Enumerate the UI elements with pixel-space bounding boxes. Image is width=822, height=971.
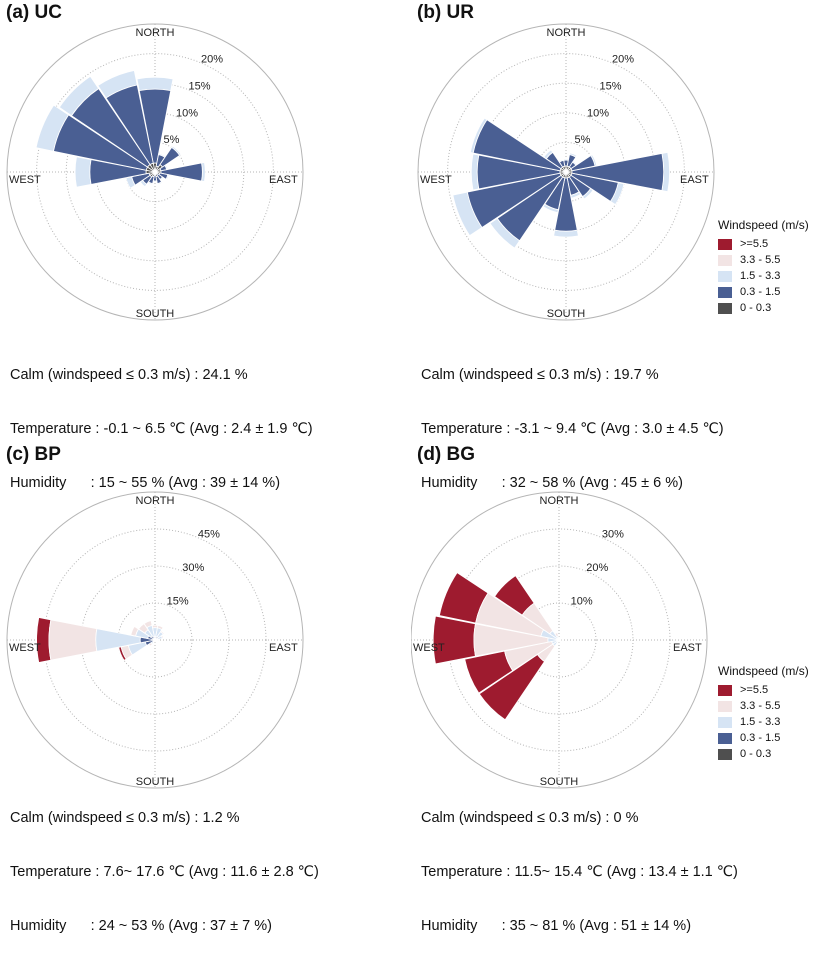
legend-label: 0.3 - 1.5 — [740, 286, 780, 298]
legend-item: 0 - 0.3 — [718, 300, 809, 316]
legend-title: Windspeed (m/s) — [718, 218, 809, 232]
wind-rose-uc: 5% 10% 15% 20% NORTH SOUTH EAST WEST — [0, 0, 411, 330]
ring-label: 5% — [575, 134, 591, 146]
legend-swatch — [718, 239, 732, 250]
stats-block: Calm (windspeed ≤ 0.3 m/s) : 1.2 % Tempe… — [10, 773, 319, 971]
direction-label-west: WEST — [413, 642, 445, 654]
legend-swatch — [718, 287, 732, 298]
legend-item: 3.3 - 5.5 — [718, 252, 809, 268]
calm-text: Calm (windspeed ≤ 0.3 m/s) : 1.2 % — [10, 809, 319, 827]
ring-label: 10% — [587, 107, 609, 119]
legend-swatch — [718, 303, 732, 314]
legend-item: 0 - 0.3 — [718, 746, 809, 762]
legend-label: 3.3 - 5.5 — [740, 254, 780, 266]
legend-label: 1.5 - 3.3 — [740, 716, 780, 728]
humidity-text: Humidity : 35 ~ 81 % (Avg : 51 ± 14 %) — [421, 917, 738, 935]
ring-label: 20% — [612, 54, 634, 66]
legend-item: 3.3 - 5.5 — [718, 698, 809, 714]
legend-label: 3.3 - 5.5 — [740, 700, 780, 712]
legend-bottom: Windspeed (m/s) >=5.5 3.3 - 5.5 1.5 - 3.… — [718, 664, 809, 762]
legend-swatch — [718, 733, 732, 744]
direction-label-north: NORTH — [547, 27, 586, 39]
legend-label: >=5.5 — [740, 684, 768, 696]
rose-sector — [49, 620, 97, 660]
legend-swatch — [718, 255, 732, 266]
ring-label: 15% — [600, 81, 622, 93]
ring-label: 20% — [201, 54, 223, 66]
rose-sector — [75, 157, 91, 187]
legend-label: >=5.5 — [740, 238, 768, 250]
legend-item: 1.5 - 3.3 — [718, 268, 809, 284]
ring-label: 30% — [602, 528, 624, 540]
calm-text: Calm (windspeed ≤ 0.3 m/s) : 19.7 % — [421, 366, 724, 384]
legend-label: 0.3 - 1.5 — [740, 732, 780, 744]
legend-swatch — [718, 685, 732, 696]
humidity-text: Humidity : 24 ~ 53 % (Avg : 37 ± 7 %) — [10, 917, 319, 935]
legend-swatch — [718, 717, 732, 728]
direction-label-east: EAST — [673, 642, 702, 654]
ring-label: 20% — [586, 562, 608, 574]
ring-label: 15% — [189, 81, 211, 93]
calm-text: Calm (windspeed ≤ 0.3 m/s) : 0 % — [421, 809, 738, 827]
ring-label: 30% — [182, 562, 204, 574]
direction-label-west: WEST — [420, 174, 452, 186]
direction-label-east: EAST — [269, 642, 298, 654]
legend-top: Windspeed (m/s) >=5.5 3.3 - 5.5 1.5 - 3.… — [718, 218, 809, 316]
stats-block: Calm (windspeed ≤ 0.3 m/s) : 0 % Tempera… — [421, 773, 738, 971]
direction-label-east: EAST — [269, 174, 298, 186]
direction-label-west: WEST — [9, 174, 41, 186]
temperature-text: Temperature : 7.6~ 17.6 ℃ (Avg : 11.6 ± … — [10, 863, 319, 881]
direction-label-south: SOUTH — [136, 308, 175, 320]
legend-swatch — [718, 701, 732, 712]
rose-sector — [433, 616, 475, 664]
legend-title: Windspeed (m/s) — [718, 664, 809, 678]
ring-label: 5% — [164, 134, 180, 146]
legend-item: 0.3 - 1.5 — [718, 730, 809, 746]
legend-item: 1.5 - 3.3 — [718, 714, 809, 730]
direction-label-north: NORTH — [540, 495, 579, 507]
direction-label-south: SOUTH — [547, 308, 586, 320]
direction-label-east: EAST — [680, 174, 709, 186]
calm-text: Calm (windspeed ≤ 0.3 m/s) : 24.1 % — [10, 366, 313, 384]
legend-label: 1.5 - 3.3 — [740, 270, 780, 282]
direction-label-west: WEST — [9, 642, 41, 654]
ring-label: 10% — [571, 595, 593, 607]
legend-item: >=5.5 — [718, 682, 809, 698]
ring-label: 45% — [198, 528, 220, 540]
direction-label-north: NORTH — [136, 495, 175, 507]
rose-sector — [137, 77, 173, 90]
legend-swatch — [718, 271, 732, 282]
direction-label-north: NORTH — [136, 27, 175, 39]
ring-label: 15% — [167, 595, 189, 607]
temperature-text: Temperature : 11.5~ 15.4 ℃ (Avg : 13.4 ±… — [421, 863, 738, 881]
legend-label: 0 - 0.3 — [740, 748, 771, 760]
legend-label: 0 - 0.3 — [740, 302, 771, 314]
legend-item: 0.3 - 1.5 — [718, 284, 809, 300]
legend-swatch — [718, 749, 732, 760]
legend-item: >=5.5 — [718, 236, 809, 252]
ring-label: 10% — [176, 107, 198, 119]
